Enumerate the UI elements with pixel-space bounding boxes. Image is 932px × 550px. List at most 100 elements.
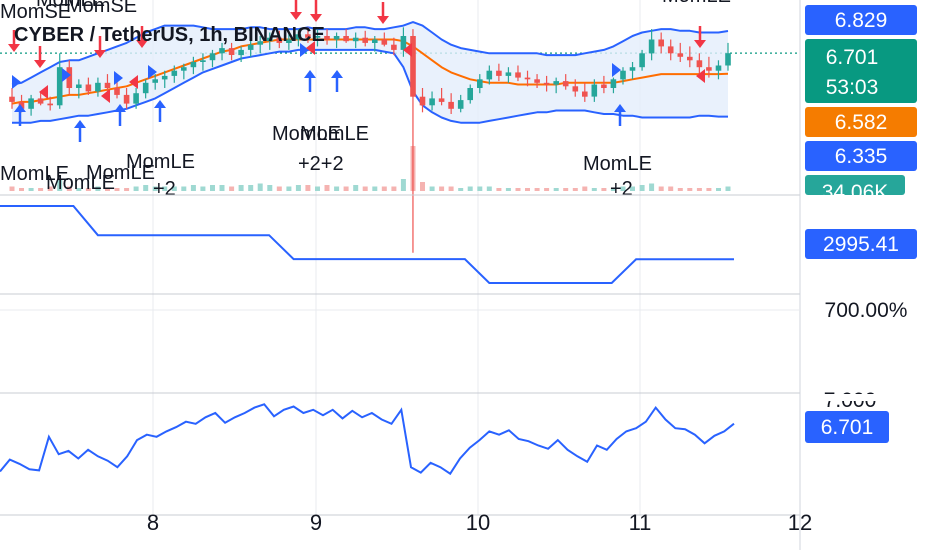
candle[interactable] bbox=[190, 56, 197, 75]
last-price-label[interactable]: 6.701 53:03 bbox=[805, 39, 917, 103]
candle[interactable] bbox=[601, 75, 607, 94]
candle[interactable] bbox=[467, 84, 473, 104]
candle[interactable] bbox=[238, 46, 244, 62]
candle[interactable] bbox=[47, 96, 53, 111]
price-scale[interactable]: 6.829 6.701 53:03 6.582 6.335 34.06K 2995.41 70… bbox=[801, 5, 932, 443]
candle[interactable] bbox=[171, 65, 178, 83]
candle[interactable] bbox=[553, 77, 559, 94]
candle-body bbox=[667, 46, 674, 54]
candle[interactable] bbox=[362, 30, 368, 47]
candle[interactable] bbox=[228, 42, 235, 61]
volume-bar bbox=[276, 186, 282, 191]
candle[interactable] bbox=[505, 67, 512, 83]
candle[interactable] bbox=[400, 27, 407, 57]
candle[interactable] bbox=[610, 77, 617, 94]
volume-bar bbox=[181, 186, 187, 191]
volume-bar bbox=[544, 188, 550, 191]
candle[interactable] bbox=[381, 32, 388, 47]
candle[interactable] bbox=[133, 88, 139, 109]
lower-band-label[interactable]: 6.335 bbox=[805, 141, 917, 171]
pane4-value-label[interactable]: 6.701 bbox=[805, 411, 889, 443]
candle[interactable] bbox=[524, 70, 531, 87]
candle-body bbox=[658, 39, 664, 47]
candle[interactable] bbox=[438, 88, 445, 106]
candle[interactable] bbox=[486, 65, 493, 85]
candle[interactable] bbox=[706, 56, 712, 78]
candle[interactable] bbox=[352, 32, 359, 49]
candle[interactable] bbox=[620, 67, 626, 85]
candles[interactable] bbox=[9, 27, 731, 253]
candle[interactable] bbox=[324, 29, 330, 45]
basis-label[interactable]: 6.582 bbox=[805, 107, 917, 137]
candle[interactable] bbox=[534, 74, 540, 88]
candle[interactable] bbox=[477, 74, 483, 94]
candle[interactable] bbox=[276, 30, 283, 49]
candle[interactable] bbox=[123, 88, 130, 109]
candle[interactable] bbox=[391, 37, 397, 56]
candle[interactable] bbox=[715, 60, 722, 80]
candle[interactable] bbox=[200, 53, 206, 71]
candle-body bbox=[419, 96, 426, 106]
candle[interactable] bbox=[95, 77, 101, 97]
candle[interactable] bbox=[677, 42, 684, 62]
candle[interactable] bbox=[572, 79, 579, 97]
candle[interactable] bbox=[142, 79, 149, 99]
candle-body bbox=[572, 86, 579, 92]
candle[interactable] bbox=[104, 74, 111, 94]
sell-arrow-icon bbox=[136, 26, 148, 48]
candle[interactable] bbox=[247, 39, 254, 57]
candle[interactable] bbox=[448, 93, 454, 114]
volume-bar bbox=[391, 186, 397, 191]
candle[interactable] bbox=[76, 79, 82, 99]
candle[interactable] bbox=[209, 49, 216, 68]
candle[interactable] bbox=[687, 46, 693, 68]
candle[interactable] bbox=[152, 74, 158, 90]
candle[interactable] bbox=[56, 53, 63, 109]
pane2-value-label[interactable]: 2995.41 bbox=[805, 229, 917, 259]
candle-body bbox=[457, 100, 464, 109]
candle[interactable] bbox=[66, 60, 73, 95]
volume-label[interactable]: 34.06K bbox=[805, 175, 905, 204]
candle[interactable] bbox=[543, 75, 550, 92]
candle[interactable] bbox=[496, 63, 502, 82]
candle[interactable] bbox=[648, 29, 655, 61]
volume-bar bbox=[668, 186, 674, 191]
candle[interactable] bbox=[658, 32, 664, 54]
candle[interactable] bbox=[515, 65, 521, 82]
candle[interactable] bbox=[457, 94, 464, 113]
candle[interactable] bbox=[305, 27, 311, 43]
candle[interactable] bbox=[419, 88, 426, 113]
upper-band-label[interactable]: 6.829 bbox=[805, 5, 917, 35]
candle[interactable] bbox=[591, 79, 598, 102]
candle[interactable] bbox=[562, 74, 569, 90]
candle[interactable] bbox=[582, 82, 588, 102]
candle[interactable] bbox=[286, 34, 292, 50]
candle[interactable] bbox=[372, 36, 378, 52]
candle[interactable] bbox=[429, 91, 435, 111]
candle[interactable] bbox=[257, 36, 263, 54]
candle[interactable] bbox=[28, 94, 34, 116]
candle[interactable] bbox=[696, 53, 703, 75]
long-flag-icon bbox=[62, 68, 71, 82]
candle[interactable] bbox=[219, 42, 225, 61]
candle[interactable] bbox=[639, 49, 645, 71]
candle[interactable] bbox=[37, 91, 44, 106]
buy-arrow-icon bbox=[14, 104, 26, 126]
candle[interactable] bbox=[343, 29, 349, 43]
candle[interactable] bbox=[410, 29, 416, 253]
candle[interactable] bbox=[667, 39, 674, 61]
candle-body bbox=[276, 37, 283, 43]
candle[interactable] bbox=[314, 29, 321, 47]
candle[interactable] bbox=[295, 29, 302, 47]
candle[interactable] bbox=[267, 32, 273, 50]
buy-arrow-icon bbox=[114, 104, 126, 126]
candle[interactable] bbox=[333, 32, 340, 49]
candle[interactable] bbox=[181, 63, 187, 80]
candle[interactable] bbox=[161, 70, 168, 88]
candle[interactable] bbox=[629, 62, 636, 80]
volume-bar bbox=[677, 188, 683, 191]
candle[interactable] bbox=[9, 88, 15, 109]
candle[interactable] bbox=[85, 77, 92, 95]
candle[interactable] bbox=[725, 42, 731, 71]
volume-bar bbox=[639, 185, 645, 191]
